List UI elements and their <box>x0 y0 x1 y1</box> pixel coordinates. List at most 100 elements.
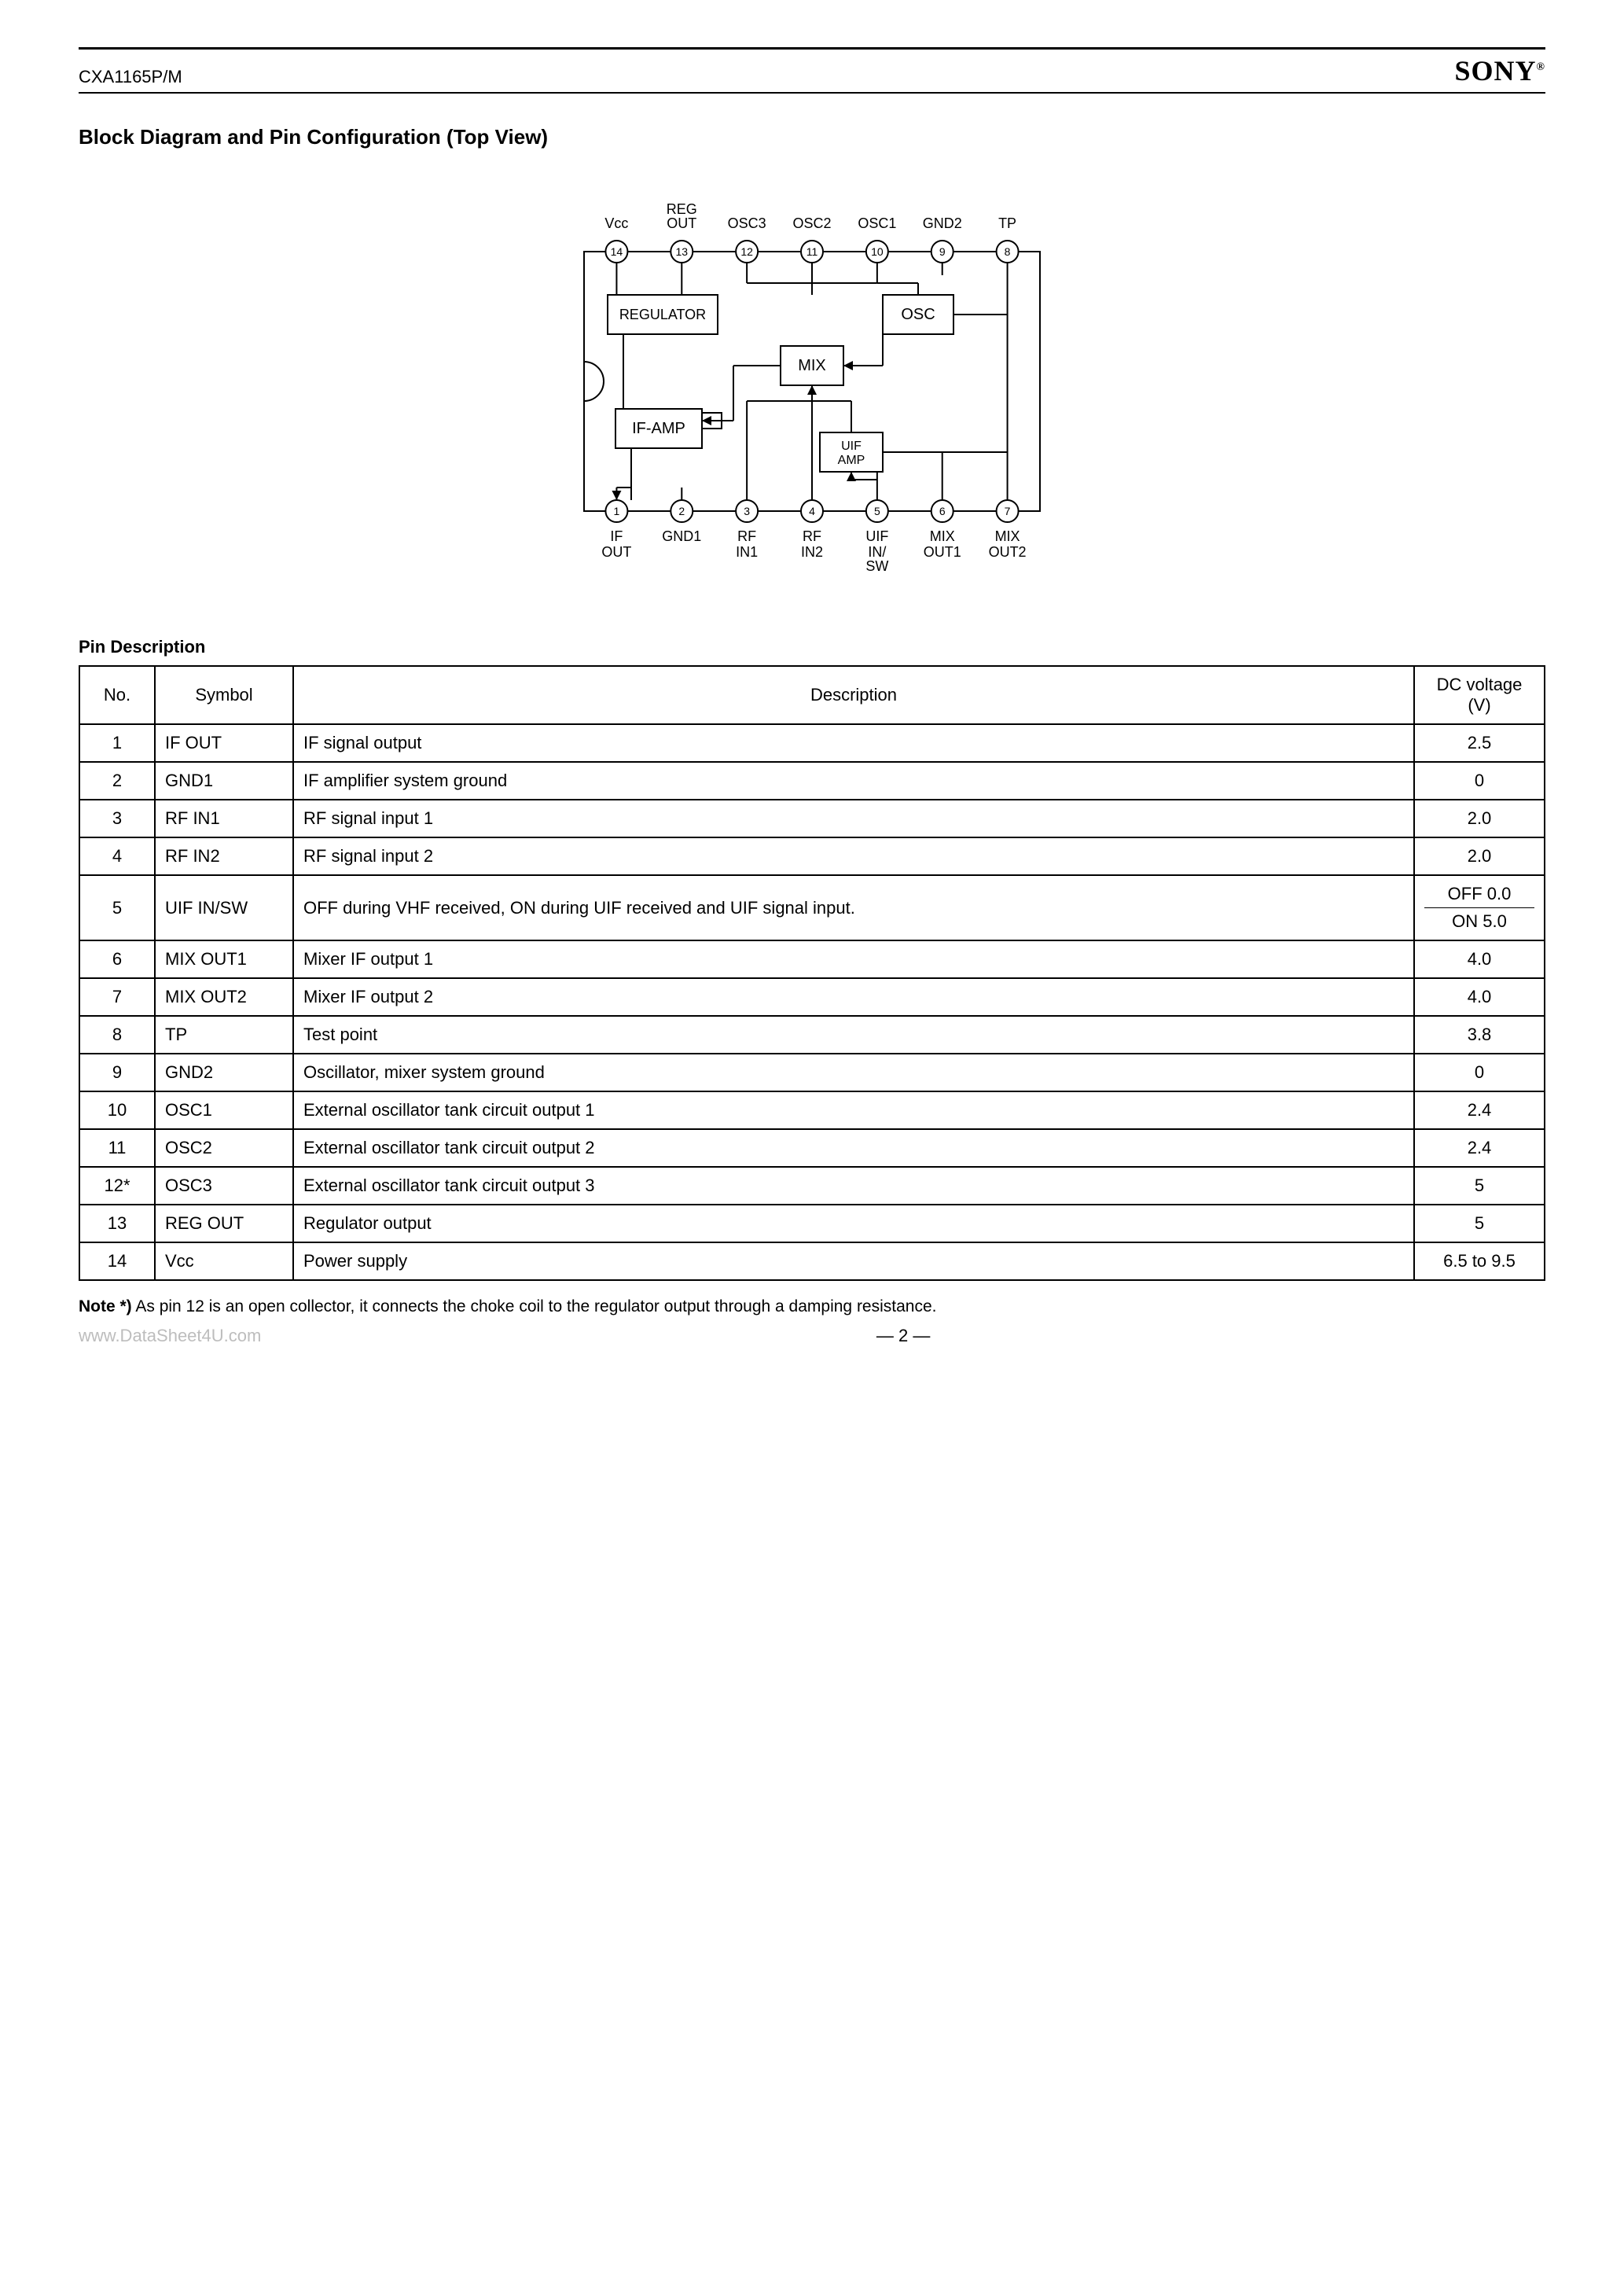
svg-text:Vcc: Vcc <box>604 215 628 231</box>
svg-text:IF: IF <box>610 528 623 544</box>
svg-text:OUT: OUT <box>601 544 631 560</box>
cell-no: 5 <box>79 875 155 940</box>
svg-text:9: 9 <box>939 245 946 258</box>
svg-text:MIX: MIX <box>930 528 955 544</box>
svg-text:GND1: GND1 <box>662 528 701 544</box>
svg-text:3: 3 <box>744 505 750 517</box>
svg-text:SW: SW <box>865 558 888 574</box>
table-row: 3RF IN1RF signal input 12.0 <box>79 800 1545 837</box>
cell-no: 9 <box>79 1054 155 1091</box>
cell-no: 7 <box>79 978 155 1016</box>
brand-tm: ® <box>1537 61 1545 73</box>
svg-text:AMP: AMP <box>838 454 865 467</box>
cell-no: 11 <box>79 1129 155 1167</box>
cell-symbol: RF IN2 <box>155 837 293 875</box>
th-symbol: Symbol <box>155 666 293 724</box>
cell-no: 8 <box>79 1016 155 1054</box>
cell-symbol: GND1 <box>155 762 293 800</box>
cell-volt: 0 <box>1414 1054 1545 1091</box>
svg-text:UIF: UIF <box>865 528 888 544</box>
svg-text:14: 14 <box>611 245 623 258</box>
cell-no: 1 <box>79 724 155 762</box>
svg-text:OUT: OUT <box>667 215 696 231</box>
cell-no: 14 <box>79 1242 155 1280</box>
cell-desc: Mixer IF output 1 <box>293 940 1414 978</box>
section-title: Block Diagram and Pin Configuration (Top… <box>79 125 1545 149</box>
svg-text:MIX: MIX <box>995 528 1020 544</box>
cell-symbol: RF IN1 <box>155 800 293 837</box>
cell-desc: Mixer IF output 2 <box>293 978 1414 1016</box>
svg-text:IF-AMP: IF-AMP <box>632 420 685 437</box>
svg-text:MIX: MIX <box>798 357 826 374</box>
svg-text:5: 5 <box>874 505 880 517</box>
cell-no: 6 <box>79 940 155 978</box>
pin-description-title: Pin Description <box>79 637 1545 657</box>
svg-text:TP: TP <box>998 215 1016 231</box>
cell-desc: External oscillator tank circuit output … <box>293 1129 1414 1167</box>
svg-text:RF: RF <box>803 528 821 544</box>
cell-desc: Regulator output <box>293 1205 1414 1242</box>
cell-volt: 4.0 <box>1414 978 1545 1016</box>
cell-no: 4 <box>79 837 155 875</box>
table-row: 1IF OUTIF signal output2.5 <box>79 724 1545 762</box>
svg-text:2: 2 <box>678 505 685 517</box>
cell-desc: External oscillator tank circuit output … <box>293 1091 1414 1129</box>
svg-text:REGULATOR: REGULATOR <box>619 307 706 322</box>
cell-volt: 2.0 <box>1414 837 1545 875</box>
svg-text:RF: RF <box>737 528 756 544</box>
cell-symbol: Vcc <box>155 1242 293 1280</box>
svg-text:11: 11 <box>806 245 818 258</box>
table-row: 2GND1IF amplifier system ground0 <box>79 762 1545 800</box>
brand-logo: SONY® <box>1455 54 1546 87</box>
svg-text:IN2: IN2 <box>801 544 823 560</box>
cell-desc: RF signal input 1 <box>293 800 1414 837</box>
svg-text:6: 6 <box>939 505 946 517</box>
cell-volt: 2.4 <box>1414 1129 1545 1167</box>
table-row: 9GND2Oscillator, mixer system ground0 <box>79 1054 1545 1091</box>
svg-text:GND2: GND2 <box>923 215 962 231</box>
part-number: CXA1165P/M <box>79 67 182 87</box>
block-diagram: 1411321231141059687VccREGOUTOSC3OSC2OSC1… <box>79 173 1545 613</box>
svg-text:1: 1 <box>614 505 620 517</box>
cell-symbol: REG OUT <box>155 1205 293 1242</box>
svg-text:4: 4 <box>809 505 815 517</box>
cell-volt: 5 <box>1414 1205 1545 1242</box>
svg-text:7: 7 <box>1005 505 1011 517</box>
cell-desc: RF signal input 2 <box>293 837 1414 875</box>
cell-no: 13 <box>79 1205 155 1242</box>
pin-table: No. Symbol Description DC voltage(V) 1IF… <box>79 665 1545 1281</box>
table-row: 8TPTest point3.8 <box>79 1016 1545 1054</box>
svg-text:8: 8 <box>1005 245 1011 258</box>
cell-volt: 6.5 to 9.5 <box>1414 1242 1545 1280</box>
table-row: 12*OSC3External oscillator tank circuit … <box>79 1167 1545 1205</box>
th-no: No. <box>79 666 155 724</box>
th-volt: DC voltage(V) <box>1414 666 1545 724</box>
svg-text:UIF: UIF <box>841 440 862 453</box>
cell-desc: Power supply <box>293 1242 1414 1280</box>
table-row: 13REG OUTRegulator output5 <box>79 1205 1545 1242</box>
header-bar: CXA1165P/M SONY® <box>79 47 1545 94</box>
svg-text:OSC: OSC <box>901 306 935 323</box>
footnote: Note *) As pin 12 is an open collector, … <box>79 1295 1545 1318</box>
table-row: 7MIX OUT2Mixer IF output 24.0 <box>79 978 1545 1016</box>
cell-symbol: IF OUT <box>155 724 293 762</box>
cell-desc: Test point <box>293 1016 1414 1054</box>
cell-volt: 2.0 <box>1414 800 1545 837</box>
cell-no: 2 <box>79 762 155 800</box>
page-number: — 2 — <box>261 1326 1545 1346</box>
svg-text:10: 10 <box>871 245 884 258</box>
svg-text:IN/: IN/ <box>868 544 886 560</box>
table-row: 5UIF IN/SWOFF during VHF received, ON du… <box>79 875 1545 940</box>
table-row: 14VccPower supply6.5 to 9.5 <box>79 1242 1545 1280</box>
table-row: 10OSC1External oscillator tank circuit o… <box>79 1091 1545 1129</box>
svg-text:OSC2: OSC2 <box>792 215 831 231</box>
cell-symbol: OSC1 <box>155 1091 293 1129</box>
cell-desc: Oscillator, mixer system ground <box>293 1054 1414 1091</box>
cell-volt: 4.0 <box>1414 940 1545 978</box>
svg-text:OUT2: OUT2 <box>989 544 1027 560</box>
brand-text: SONY <box>1455 55 1537 86</box>
footnote-text: As pin 12 is an open collector, it conne… <box>135 1297 936 1315</box>
table-header-row: No. Symbol Description DC voltage(V) <box>79 666 1545 724</box>
footer-url: www.DataSheet4U.com <box>79 1326 261 1346</box>
table-row: 4RF IN2RF signal input 22.0 <box>79 837 1545 875</box>
